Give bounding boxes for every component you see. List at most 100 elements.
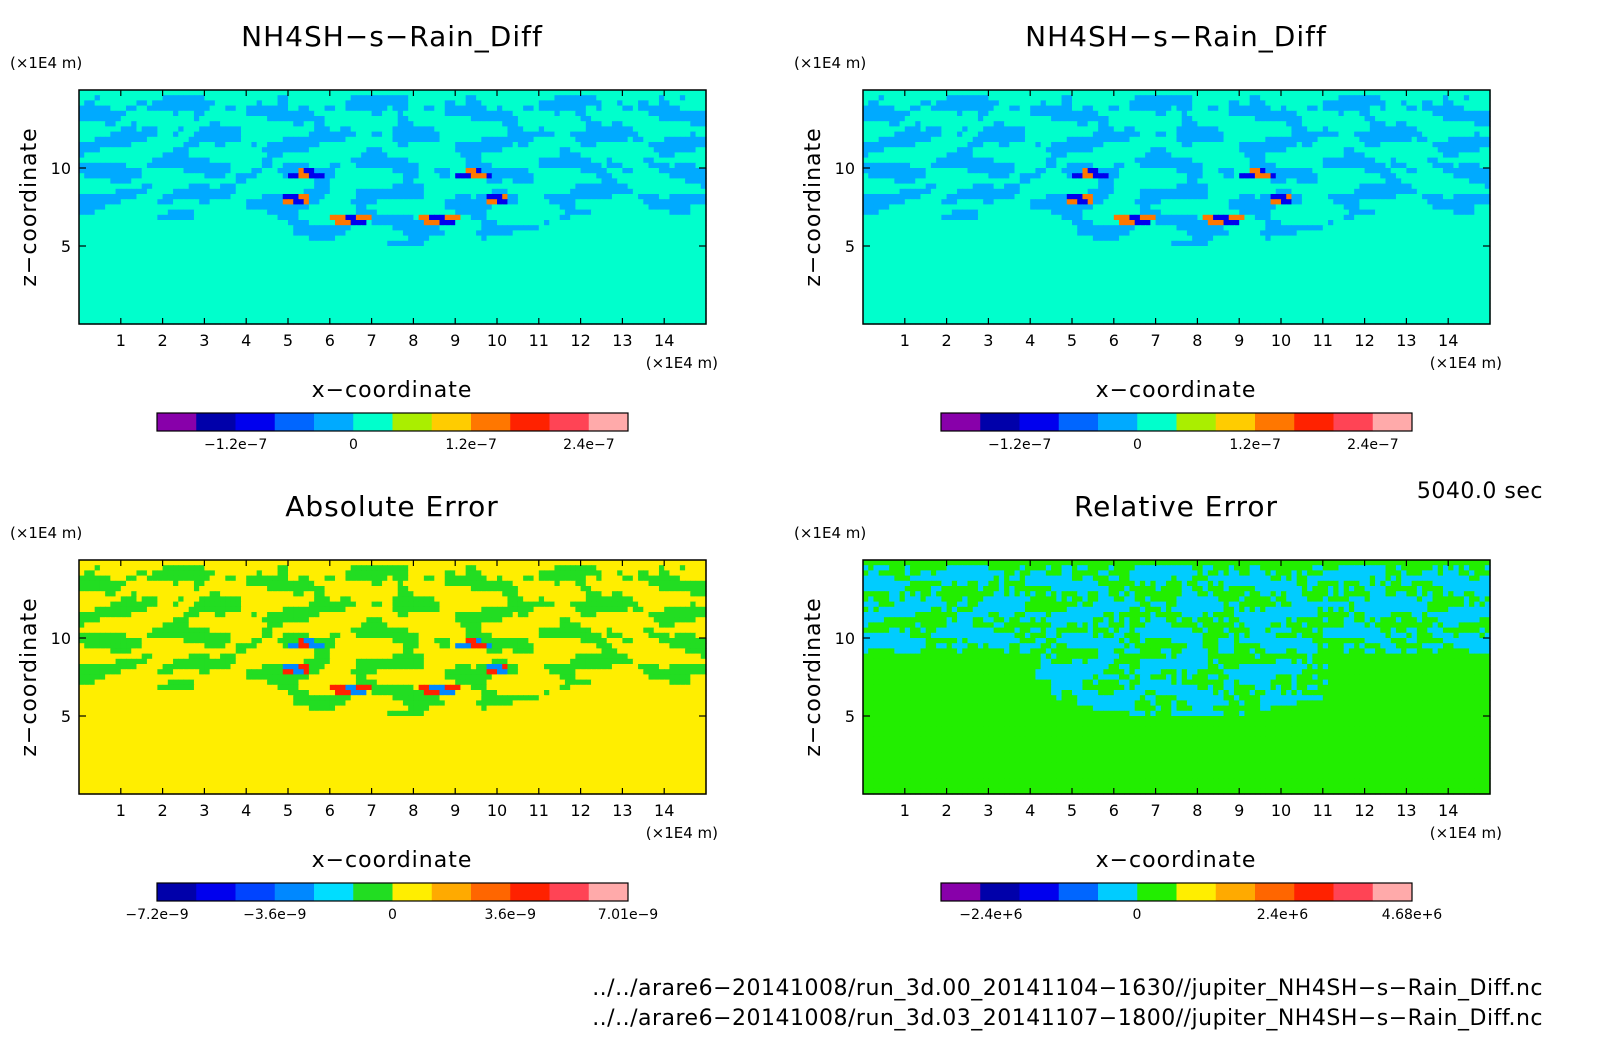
heatmap-cell (664, 235, 671, 242)
heatmap-cell (329, 256, 336, 263)
heatmap-cell (230, 116, 237, 122)
heatmap-cell (167, 240, 174, 247)
heatmap-cell (376, 204, 383, 211)
heatmap-cell (418, 188, 425, 195)
heatmap-cell (418, 204, 425, 211)
heatmap-cell (507, 105, 514, 112)
heatmap-cell (282, 230, 289, 237)
heatmap-cell (193, 95, 200, 101)
heatmap-cell (209, 105, 216, 112)
heatmap-cell (455, 209, 462, 216)
heatmap-cell (152, 251, 158, 257)
heatmap-cell (408, 292, 414, 299)
heatmap-cell (622, 298, 629, 304)
heatmap-cell (627, 136, 634, 143)
heatmap-cell (366, 292, 373, 299)
heatmap-cell (653, 90, 660, 96)
heatmap-cell (261, 157, 268, 164)
heatmap-cell (517, 90, 524, 96)
heatmap-cell (340, 116, 347, 122)
heatmap-cell (638, 168, 644, 174)
heatmap-cell (340, 188, 347, 195)
heatmap-cell (79, 126, 85, 133)
heatmap-cell (591, 292, 597, 299)
heatmap-cell (246, 214, 253, 221)
heatmap-cell (235, 116, 242, 122)
heatmap-cell (523, 168, 529, 174)
heatmap-cell (282, 162, 289, 169)
heatmap-cell (685, 272, 691, 278)
heatmap-cell (444, 220, 451, 226)
heatmap-cell (611, 168, 618, 174)
heatmap-cell (632, 277, 639, 283)
heatmap-cell (308, 183, 315, 190)
heatmap-cell (230, 256, 237, 263)
heatmap-cell (491, 209, 498, 216)
heatmap-cell (601, 110, 608, 117)
heatmap-cell (580, 183, 587, 190)
heatmap-cell (423, 292, 430, 299)
heatmap-cell (549, 90, 556, 96)
heatmap-cell (214, 142, 221, 148)
heatmap-cell (371, 95, 378, 101)
heatmap-cell (371, 194, 378, 200)
heatmap-cell (366, 126, 373, 133)
heatmap-cell (136, 272, 143, 278)
heatmap-cell (387, 95, 394, 101)
heatmap-cell (167, 303, 174, 309)
heatmap-cell (136, 126, 143, 133)
heatmap-cell (115, 251, 122, 257)
heatmap-cell (329, 235, 336, 242)
heatmap-cell (146, 136, 153, 143)
heatmap-cell (220, 214, 226, 221)
heatmap-cell (282, 131, 289, 138)
heatmap-cell (502, 194, 509, 200)
heatmap-cell (596, 162, 603, 169)
heatmap-cell (653, 277, 660, 283)
heatmap-cell (94, 95, 101, 101)
heatmap-cell (627, 209, 634, 216)
heatmap-cell (335, 162, 341, 169)
heatmap-cell (413, 220, 420, 226)
heatmap-cell (131, 246, 138, 252)
heatmap-cell (329, 214, 336, 221)
heatmap-cell (413, 142, 420, 148)
heatmap-cell (183, 277, 190, 283)
heatmap-cell (308, 199, 315, 205)
heatmap-cell (173, 126, 179, 133)
heatmap-cell (319, 162, 326, 169)
heatmap-cell (105, 292, 111, 299)
heatmap-cell (512, 162, 519, 169)
heatmap-cell (439, 235, 446, 242)
heatmap-cell (162, 173, 169, 179)
heatmap-cell (371, 266, 378, 273)
heatmap-cell (246, 173, 253, 179)
heatmap-cell (120, 256, 127, 263)
heatmap-cell (136, 251, 143, 257)
heatmap-cell (204, 126, 211, 133)
heatmap-cell (476, 214, 482, 221)
heatmap-cell (413, 209, 420, 216)
heatmap-cell (685, 204, 691, 211)
heatmap-cell (214, 199, 221, 205)
heatmap-cell (167, 225, 174, 231)
heatmap-cell (570, 90, 576, 96)
heatmap-cell (622, 95, 629, 101)
heatmap-cell (658, 287, 665, 294)
heatmap-cell (648, 261, 655, 268)
heatmap-cell (79, 95, 85, 101)
heatmap-cell (408, 204, 414, 211)
heatmap-cell (664, 194, 671, 200)
heatmap-cell (408, 266, 414, 273)
heatmap-cell (261, 188, 268, 195)
heatmap-cell (167, 157, 174, 164)
heatmap-cell (246, 209, 253, 216)
heatmap-cell (162, 209, 169, 216)
heatmap-cell (329, 298, 336, 304)
heatmap-cell (99, 116, 106, 122)
heatmap-cell (423, 220, 430, 226)
heatmap-cell (476, 199, 482, 205)
heatmap-cell (199, 256, 205, 263)
heatmap-cell (596, 110, 603, 117)
heatmap-cell (246, 188, 253, 195)
